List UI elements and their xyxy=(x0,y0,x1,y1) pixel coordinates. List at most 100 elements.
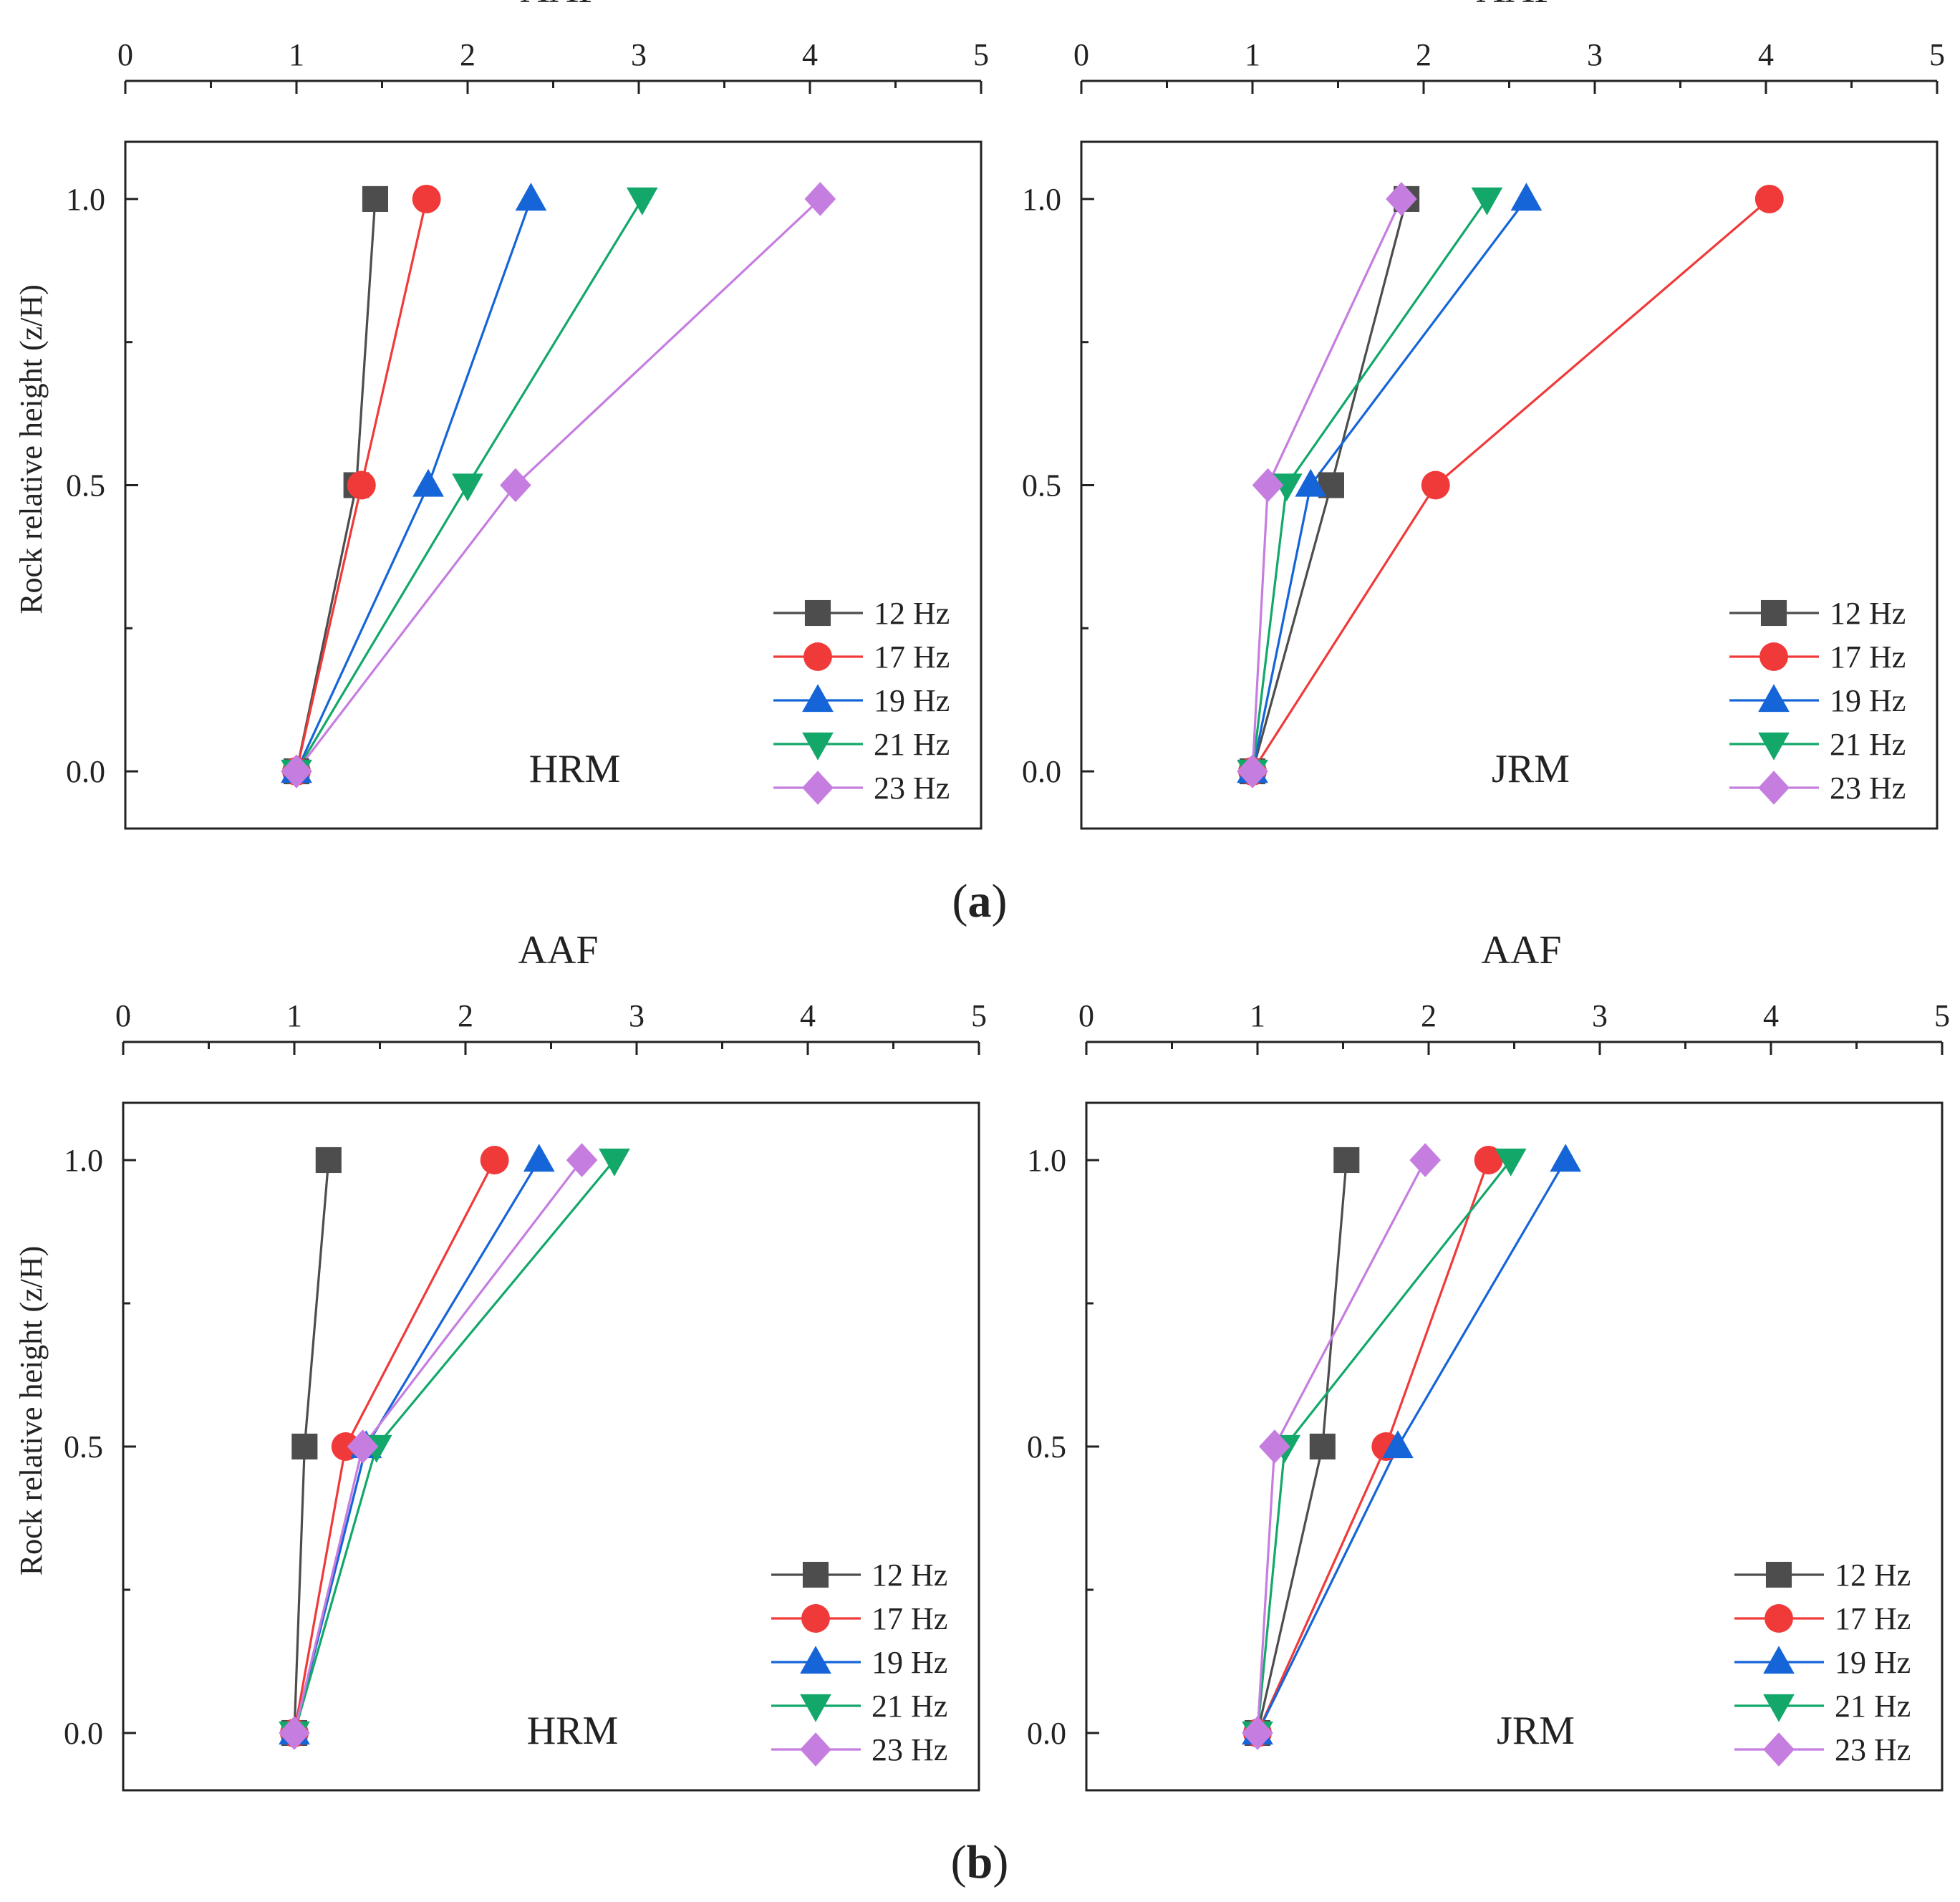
chart-b-jrm: 0 1 2 3 4 5 AAF 0.0 0.5 1.0 12 Hz 17 Hz 19 Hz 21 Hz 23… xyxy=(1027,928,1950,1792)
legend-marker xyxy=(1758,684,1790,713)
y-tick-label: 0.0 xyxy=(66,754,105,789)
point-19hz xyxy=(412,468,444,497)
legend-label: 23 Hz xyxy=(874,771,950,806)
y-tick-label: 1.0 xyxy=(1022,182,1061,217)
legend-label: 19 Hz xyxy=(874,683,950,718)
x-tick-label: 4 xyxy=(800,998,816,1033)
legend-marker xyxy=(804,599,831,627)
x-axis-title: AAF xyxy=(1476,0,1556,11)
x-tick-label: 3 xyxy=(1587,37,1603,72)
y-tick-label: 0.0 xyxy=(1022,754,1061,789)
model-annotation: JRM xyxy=(1492,747,1570,791)
x-tick-label: 3 xyxy=(1592,998,1608,1033)
y-axis-title: Rock relative height (z/H) xyxy=(14,284,49,614)
legend-label: 23 Hz xyxy=(1830,771,1906,806)
y-tick-label: 1.0 xyxy=(1027,1143,1066,1178)
legend-marker xyxy=(1765,1604,1793,1633)
legend-label: 23 Hz xyxy=(1835,1732,1911,1767)
model-annotation: HRM xyxy=(529,747,621,791)
point-23hz xyxy=(281,754,312,788)
point-17hz xyxy=(1474,1146,1503,1174)
point-19hz xyxy=(1550,1144,1582,1172)
y-tick-label: 0.5 xyxy=(1027,1429,1066,1464)
point-21hz xyxy=(626,187,658,216)
x-tick-label: 5 xyxy=(1929,37,1945,72)
x-tick-label: 1 xyxy=(1245,37,1260,72)
point-23hz xyxy=(1242,1716,1273,1750)
x-tick-label: 0 xyxy=(117,37,133,72)
x-tick-label: 2 xyxy=(1416,37,1432,72)
point-17hz xyxy=(480,1146,509,1174)
point-12hz xyxy=(291,1433,318,1460)
point-23hz xyxy=(804,182,836,216)
legend-label: 21 Hz xyxy=(1830,727,1906,762)
chart-b-hrm: 0 1 2 3 4 5 AAF 0.0 0.5 1.0 Rock relative height (… xyxy=(14,928,987,1792)
legend-marker xyxy=(1763,1646,1795,1674)
point-17hz xyxy=(347,470,376,500)
series-line-17hz xyxy=(293,1159,496,1734)
point-19hz xyxy=(1510,183,1543,211)
legend-marker xyxy=(1763,1694,1795,1722)
x-axis-title: AAF xyxy=(1481,928,1561,972)
plot-frame xyxy=(124,140,983,830)
legend-marker xyxy=(1763,1732,1795,1767)
y-tick-label: 0.5 xyxy=(1022,468,1061,503)
x-tick-label: 0 xyxy=(115,998,131,1033)
point-12hz xyxy=(362,185,388,212)
legend-marker xyxy=(800,1646,831,1674)
y-tick-label: 0.0 xyxy=(1027,1716,1066,1751)
y-tick-label: 0.5 xyxy=(66,468,105,503)
x-tick-label: 1 xyxy=(286,998,302,1033)
legend-label: 17 Hz xyxy=(1830,639,1906,675)
panel-caption-a: (a) xyxy=(952,875,1008,927)
x-tick-label: 1 xyxy=(1250,998,1265,1033)
plot-frame xyxy=(1085,1101,1944,1792)
point-23hz xyxy=(347,1429,379,1464)
x-tick-label: 0 xyxy=(1073,37,1089,72)
x-tick-label: 5 xyxy=(971,998,987,1033)
legend-marker xyxy=(1760,599,1787,627)
point-17hz xyxy=(1754,184,1784,213)
x-tick-label: 2 xyxy=(460,37,475,72)
legend-label: 19 Hz xyxy=(1830,683,1906,718)
point-17hz xyxy=(331,1432,360,1461)
plot-frame xyxy=(1080,140,1939,830)
point-17hz xyxy=(1421,470,1450,500)
y-tick-label: 1.0 xyxy=(64,1143,103,1178)
y-tick-label: 0.5 xyxy=(64,1429,103,1464)
point-12hz xyxy=(1333,1146,1360,1174)
point-23hz xyxy=(1237,754,1268,788)
point-23hz xyxy=(1252,468,1284,503)
x-tick-label: 2 xyxy=(458,998,473,1033)
legend-label: 17 Hz xyxy=(874,639,950,675)
series-line-19hz xyxy=(293,1159,541,1734)
plot-frame xyxy=(122,1101,980,1792)
x-axis-title: AAF xyxy=(520,0,600,11)
x-tick-label: 5 xyxy=(1934,998,1950,1033)
point-21hz xyxy=(1495,1148,1527,1177)
legend-label: 12 Hz xyxy=(874,596,950,631)
point-21hz xyxy=(599,1148,630,1177)
legend-marker xyxy=(1759,642,1788,671)
legend-marker xyxy=(800,1732,831,1767)
x-tick-label: 5 xyxy=(973,37,989,72)
point-19hz xyxy=(523,1144,555,1172)
legend-label: 17 Hz xyxy=(1835,1601,1911,1636)
x-tick-label: 4 xyxy=(1758,37,1774,72)
x-axis-title: AAF xyxy=(518,928,598,972)
point-17hz xyxy=(412,184,441,213)
point-23hz xyxy=(1386,182,1417,216)
chart-a-hrm: 0 1 2 3 4 5 AAF 0.0 0.5 1.0 Rock relative height (… xyxy=(14,0,989,830)
legend-label: 12 Hz xyxy=(1835,1558,1911,1593)
legend-marker xyxy=(802,1561,829,1588)
x-tick-label: 4 xyxy=(802,37,818,72)
x-tick-label: 0 xyxy=(1078,998,1094,1033)
point-23hz xyxy=(566,1143,598,1177)
x-tick-label: 4 xyxy=(1763,998,1779,1033)
legend-label: 12 Hz xyxy=(1830,596,1906,631)
point-21hz xyxy=(1471,187,1503,216)
model-annotation: JRM xyxy=(1497,1709,1575,1753)
point-12hz xyxy=(1309,1433,1336,1460)
legend-label: 19 Hz xyxy=(872,1645,947,1680)
point-23hz xyxy=(500,468,531,503)
